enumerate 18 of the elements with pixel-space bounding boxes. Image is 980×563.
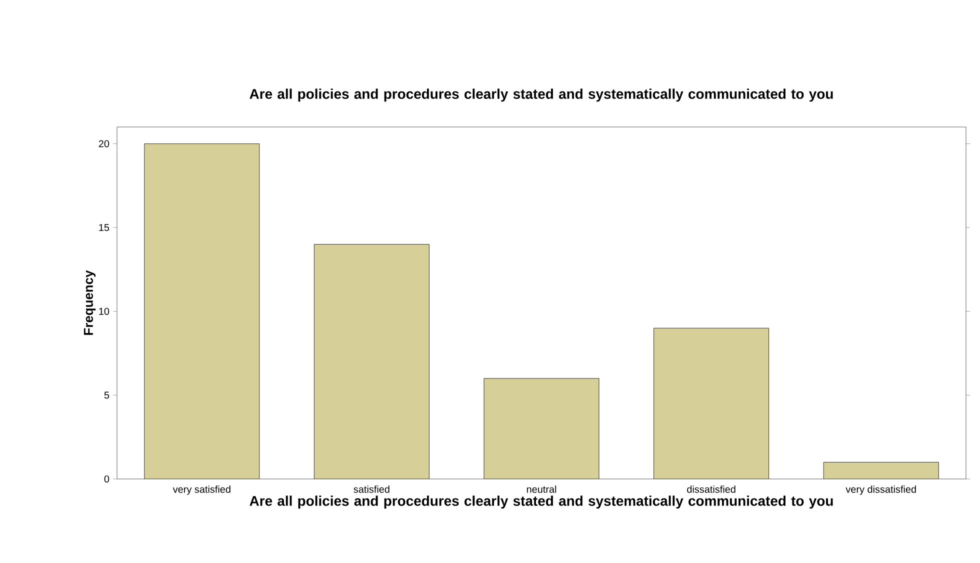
y-tick-label: 10 bbox=[99, 308, 110, 315]
bar bbox=[823, 462, 939, 479]
chart-title: Are all policies and procedures clearly stated and systematically communicated to you bbox=[250, 88, 833, 102]
x-tick-label: dissatisfied bbox=[687, 486, 736, 493]
y-tick-label: 15 bbox=[99, 224, 110, 232]
bar bbox=[654, 328, 770, 479]
bar bbox=[314, 244, 430, 479]
x-axis-title: Are all policies and procedures clearly stated and systematically communicated to you bbox=[250, 496, 833, 509]
y-axis-title: Frequency bbox=[84, 270, 96, 335]
bar bbox=[484, 378, 600, 479]
bar bbox=[144, 144, 260, 479]
x-tick-label: neutral bbox=[526, 486, 556, 493]
y-tick-label: 0 bbox=[104, 475, 110, 483]
x-tick-label: very dissatisfied bbox=[846, 486, 916, 495]
y-tick-label: 20 bbox=[98, 140, 110, 148]
x-tick-label: very satisfied bbox=[172, 486, 230, 495]
x-tick-label: satisfied bbox=[354, 486, 390, 493]
y-tick-label: 5 bbox=[104, 392, 110, 399]
